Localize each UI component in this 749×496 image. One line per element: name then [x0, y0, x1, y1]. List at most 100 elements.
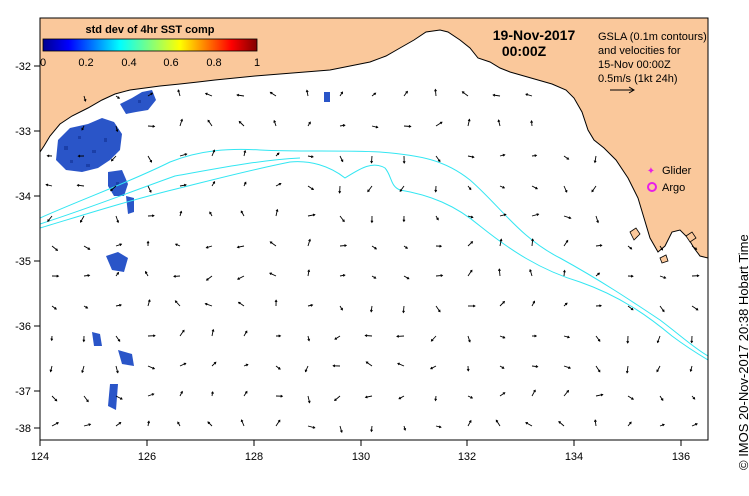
velocity-arrow-head — [503, 213, 507, 217]
velocity-arrow-head — [81, 127, 84, 131]
velocity-arrow — [147, 299, 151, 307]
velocity-arrow — [51, 395, 58, 402]
velocity-arrow-head — [525, 422, 528, 425]
velocity-arrow-head — [152, 124, 156, 128]
velocity-arrow — [306, 90, 309, 97]
velocity-arrow — [435, 121, 443, 127]
velocity-arrow-head — [119, 303, 122, 307]
velocity-arrow-head — [434, 189, 438, 193]
velocity-arrow — [431, 335, 437, 342]
colorbar-title: std dev of 4hr SST comp — [86, 24, 215, 36]
velocity-arrow-head — [439, 121, 443, 125]
velocity-arrow-head — [56, 422, 59, 425]
velocity-arrow-head — [110, 158, 114, 162]
velocity-arrow — [115, 243, 122, 247]
velocity-arrow — [339, 425, 343, 433]
velocity-arrow-head — [402, 161, 406, 164]
velocity-arrow-head — [117, 339, 121, 342]
velocity-arrow — [435, 155, 441, 162]
velocity-arrow — [525, 93, 533, 97]
velocity-arrow-head — [334, 337, 337, 340]
velocity-arrow-head — [599, 304, 602, 308]
velocity-arrow-head — [495, 419, 499, 423]
velocity-arrow-head — [597, 272, 601, 276]
velocity-arrow — [243, 150, 246, 157]
velocity-arrow — [691, 245, 697, 250]
velocity-arrow — [211, 329, 214, 337]
velocity-arrow-head — [236, 245, 240, 249]
velocity-arrow-head — [269, 91, 273, 95]
velocity-arrow — [334, 335, 341, 340]
velocity-arrow — [594, 155, 597, 163]
velocity-arrow-head — [150, 92, 154, 96]
gsla-contour-1 — [40, 148, 708, 357]
velocity-arrow — [499, 301, 505, 307]
velocity-arrow — [334, 395, 341, 401]
velocity-arrow — [397, 362, 405, 367]
velocity-arrow-head — [470, 241, 474, 244]
velocity-arrow-head — [499, 238, 503, 242]
velocity-arrow-head — [430, 366, 433, 370]
velocity-arrow — [243, 391, 248, 397]
velocity-arrow-head — [307, 338, 311, 342]
velocity-arrow-head — [492, 93, 496, 97]
velocity-arrow — [51, 422, 59, 427]
velocity-arrow-head — [50, 338, 54, 342]
velocity-arrow-head — [434, 398, 438, 402]
velocity-arrow-head — [342, 273, 346, 277]
legend-glider-label: Glider — [662, 165, 692, 177]
velocity-arrow-head — [243, 149, 247, 153]
velocity-arrow-head — [563, 269, 566, 273]
velocity-arrow-head — [236, 93, 240, 97]
velocity-arrow-head — [179, 210, 183, 214]
velocity-arrow-head — [408, 124, 412, 128]
map-date: 19-Nov-2017 — [493, 27, 576, 43]
velocity-arrow-head — [119, 243, 123, 247]
colorbar-gradient — [42, 38, 258, 52]
velocity-arrow — [371, 125, 378, 128]
velocity-arrow-head — [525, 93, 529, 96]
velocity-arrow-head — [502, 153, 506, 157]
velocity-arrow-head — [497, 268, 501, 272]
velocity-arrow-head — [88, 423, 92, 427]
velocity-arrow-head — [245, 363, 249, 367]
velocity-arrow-head — [308, 238, 311, 242]
velocity-arrow — [115, 335, 121, 342]
velocity-arrow — [339, 244, 347, 247]
velocity-arrow-head — [593, 160, 597, 164]
velocity-arrow-head — [403, 427, 407, 431]
velocity-arrow — [467, 335, 471, 342]
velocity-arrow-head — [406, 276, 410, 280]
colorbar-tick: 0.6 — [163, 57, 178, 69]
velocity-arrow-head — [81, 370, 84, 374]
velocity-arrow-head — [76, 183, 80, 187]
velocity-arrow-head — [149, 190, 152, 193]
velocity-arrow-head — [86, 399, 89, 403]
velocity-arrow — [467, 155, 474, 158]
velocity-arrow-head — [535, 365, 539, 368]
velocity-arrow-head — [116, 220, 120, 224]
velocity-arrow-head — [87, 274, 91, 277]
velocity-arrow-head — [398, 396, 402, 400]
velocity-arrow-head — [405, 90, 408, 94]
credit-text: © IMOS 20-Nov-2017 20:38 Hobart Time — [736, 234, 749, 470]
velocity-arrow-head — [529, 268, 532, 272]
velocity-arrow — [147, 185, 152, 193]
velocity-arrow-head — [278, 334, 282, 338]
velocity-arrow-head — [275, 208, 279, 212]
velocity-arrow — [50, 365, 53, 372]
gsla-note: GSLA (0.1m contours) and velocities for … — [598, 31, 707, 94]
velocity-arrow-head — [212, 180, 216, 184]
velocity-arrow-head — [212, 149, 216, 153]
velocity-arrow-head — [625, 370, 629, 374]
velocity-arrow — [115, 125, 118, 132]
velocity-arrow-head — [304, 369, 308, 373]
velocity-arrow — [205, 92, 213, 97]
velocity-arrow-head — [49, 369, 53, 373]
velocity-arrow-head — [183, 183, 187, 187]
velocity-arrow-head — [629, 246, 633, 250]
velocity-arrow — [462, 91, 469, 97]
velocity-arrow-head — [117, 96, 121, 99]
colorbar-tick: 0.8 — [206, 57, 221, 69]
velocity-arrow-head — [566, 389, 570, 393]
